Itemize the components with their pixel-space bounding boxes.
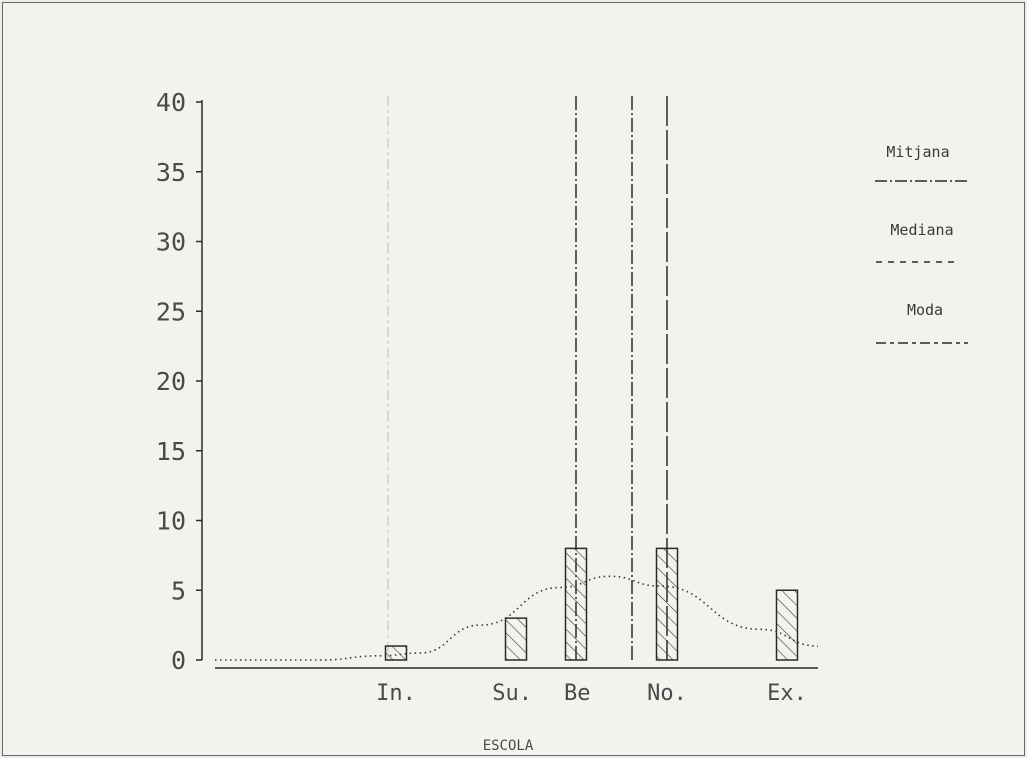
x-tick-label: No. bbox=[647, 681, 687, 706]
x-tick-label: Su. bbox=[492, 681, 532, 706]
x-axis-tick-labels: In. Su. Be No. Ex. bbox=[376, 681, 807, 706]
legend-label-moda: Moda bbox=[907, 301, 943, 319]
x-tick-label: Be bbox=[564, 681, 591, 706]
y-tick-label: 20 bbox=[156, 367, 186, 396]
bar bbox=[564, 547, 588, 661]
bar bbox=[504, 617, 528, 661]
legend-label-mitjana: Mitjana bbox=[886, 143, 949, 161]
y-tick-label: 30 bbox=[156, 228, 186, 257]
dotted-curve bbox=[215, 575, 819, 661]
x-tick-label: In. bbox=[376, 681, 416, 706]
y-axis-ticks: 0 5 10 15 20 25 30 35 40 bbox=[156, 88, 202, 675]
reference-lines bbox=[387, 96, 668, 660]
y-tick-label: 25 bbox=[156, 297, 186, 326]
y-tick-label: 15 bbox=[156, 437, 186, 466]
y-tick-label: 5 bbox=[171, 576, 186, 605]
bars bbox=[384, 547, 799, 661]
bar bbox=[655, 547, 679, 661]
x-axis-title: ESCOLA bbox=[483, 738, 534, 754]
y-tick-label: 35 bbox=[156, 158, 186, 187]
y-tick-label: 10 bbox=[156, 507, 186, 536]
y-tick-label: 0 bbox=[171, 646, 186, 675]
bar bbox=[384, 645, 408, 661]
legend: Mitjana Mediana Moda bbox=[875, 143, 968, 344]
x-tick-label: Ex. bbox=[767, 681, 807, 706]
bar bbox=[775, 589, 799, 661]
y-tick-label: 40 bbox=[156, 88, 186, 117]
legend-label-mediana: Mediana bbox=[890, 221, 953, 239]
